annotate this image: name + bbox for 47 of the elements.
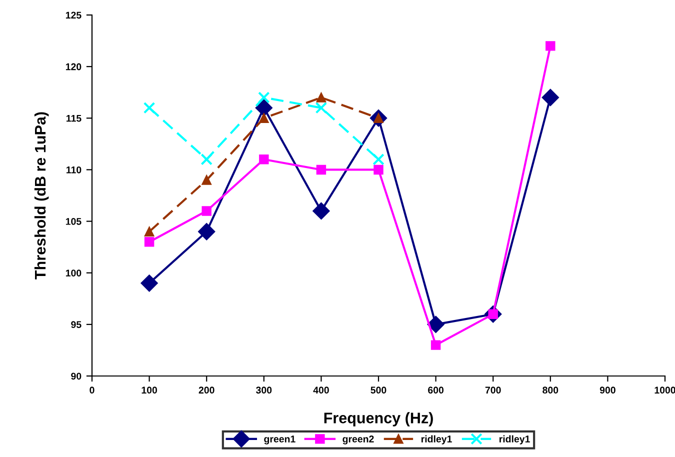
point xyxy=(546,41,556,51)
x-tick-label: 500 xyxy=(370,386,386,394)
point xyxy=(372,153,384,166)
x-tick-label: 800 xyxy=(542,386,558,394)
x-tick-label: 1000 xyxy=(654,386,675,394)
point xyxy=(312,202,330,220)
point xyxy=(259,154,269,164)
x-tick-label: 700 xyxy=(485,386,501,394)
x-axis-title: Frequency (Hz) xyxy=(324,412,433,426)
legend-label: green2 xyxy=(342,436,374,444)
x-tick-label: 900 xyxy=(600,386,616,394)
y-tick-label: 95 xyxy=(71,321,82,328)
x-tick-label: 300 xyxy=(256,386,272,394)
point xyxy=(202,206,212,216)
legend-label: ridley1 xyxy=(421,435,452,444)
y-tick-label: 90 xyxy=(71,372,82,380)
point xyxy=(202,175,212,185)
point xyxy=(255,99,272,116)
x-tick-label: 400 xyxy=(313,386,329,394)
y-tick-label: 110 xyxy=(66,166,82,174)
point xyxy=(542,88,559,106)
y-tick-label: 125 xyxy=(66,12,82,19)
point xyxy=(427,316,444,333)
point xyxy=(143,102,156,114)
point xyxy=(316,164,326,175)
point xyxy=(259,113,269,124)
point xyxy=(258,92,270,104)
point xyxy=(198,223,216,240)
y-tick-label: 120 xyxy=(66,63,82,70)
x-tick-label: 0 xyxy=(90,386,94,394)
x-tick-label: 200 xyxy=(198,386,214,394)
point xyxy=(316,92,326,102)
point xyxy=(144,226,154,236)
point xyxy=(430,340,441,350)
point xyxy=(140,274,158,292)
x-tick-label: 600 xyxy=(428,386,444,394)
point xyxy=(374,164,384,175)
x-tick-label: 100 xyxy=(142,386,158,394)
legend-label: ridley1 xyxy=(499,435,530,444)
point xyxy=(315,102,328,114)
y-tick-label: 105 xyxy=(66,218,82,225)
y-tick-label: 100 xyxy=(66,270,82,276)
y-axis-title: Threshold (dB re 1uPa) xyxy=(34,112,49,280)
legend-label: green1 xyxy=(264,436,296,444)
y-tick-label: 115 xyxy=(66,114,82,122)
point xyxy=(144,237,154,247)
point xyxy=(200,153,213,166)
